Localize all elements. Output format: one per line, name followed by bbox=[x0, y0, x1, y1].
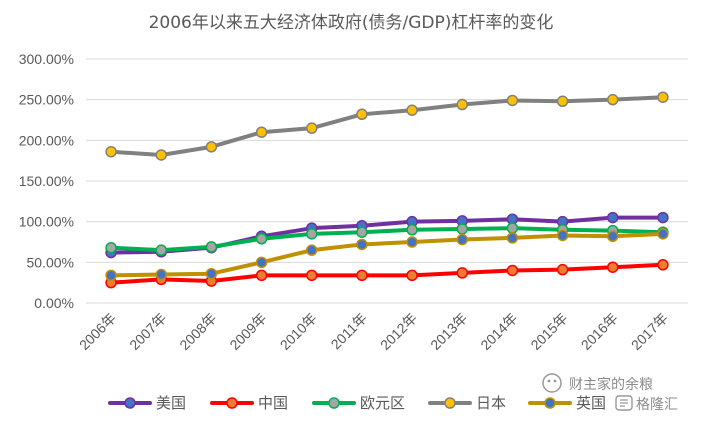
watermark-account: 财主家的余粮 bbox=[569, 376, 653, 393]
data-point bbox=[155, 244, 167, 256]
data-point bbox=[456, 98, 468, 111]
data-point bbox=[255, 126, 268, 138]
x-tick-label: 2014年 bbox=[477, 310, 520, 353]
x-tick-label: 2011年 bbox=[328, 310, 371, 353]
data-point bbox=[657, 228, 669, 240]
data-point bbox=[205, 267, 218, 280]
series-layer bbox=[105, 91, 669, 289]
legend-label: 美国 bbox=[156, 394, 186, 412]
y-tick-label: 100.00% bbox=[19, 214, 74, 230]
data-point bbox=[406, 269, 418, 282]
data-point bbox=[506, 222, 519, 234]
legend-item: 英国 bbox=[528, 394, 606, 412]
data-point bbox=[205, 141, 218, 153]
data-point bbox=[356, 269, 368, 282]
data-point bbox=[306, 122, 318, 134]
y-tick-label: 250.00% bbox=[19, 92, 74, 108]
data-point bbox=[306, 244, 318, 256]
data-point bbox=[657, 259, 669, 271]
gelonghui-logo-icon bbox=[615, 395, 633, 411]
x-tick-label: 2015年 bbox=[527, 310, 570, 353]
x-tick-label: 2007年 bbox=[126, 310, 169, 353]
data-point bbox=[205, 241, 218, 253]
data-point bbox=[406, 236, 418, 248]
legend-item: 中国 bbox=[210, 394, 288, 412]
legend-label: 中国 bbox=[258, 394, 288, 412]
watermark: 财主家的余粮 格隆汇 bbox=[542, 373, 678, 413]
series-line bbox=[109, 231, 665, 278]
legend-swatch-marker bbox=[544, 397, 556, 409]
data-point bbox=[657, 91, 669, 103]
legend-swatch-marker bbox=[328, 397, 340, 409]
data-point bbox=[406, 104, 418, 116]
data-point bbox=[255, 269, 268, 282]
chart-title: 2006年以来五大经济体政府(债务/GDP)杠杆率的变化 bbox=[149, 13, 554, 33]
series-line bbox=[109, 95, 665, 157]
data-point bbox=[506, 94, 519, 107]
data-point bbox=[306, 228, 318, 240]
y-tick-label: 300.00% bbox=[19, 51, 74, 67]
data-point bbox=[607, 261, 619, 273]
x-tick-label: 2010年 bbox=[277, 310, 320, 353]
data-point bbox=[607, 93, 619, 106]
grid-lines bbox=[86, 58, 688, 304]
data-point bbox=[506, 232, 519, 244]
series-line bbox=[109, 226, 665, 253]
legend-item: 欧元区 bbox=[312, 394, 405, 412]
series-2 bbox=[105, 222, 669, 256]
series-line bbox=[109, 262, 665, 285]
legend-item: 日本 bbox=[428, 394, 506, 412]
data-point bbox=[356, 238, 368, 251]
data-point bbox=[456, 223, 468, 235]
legend-label: 英国 bbox=[576, 394, 606, 412]
x-tick-label: 2013年 bbox=[427, 310, 470, 353]
x-tick-label: 2008年 bbox=[176, 310, 219, 353]
series-3 bbox=[105, 91, 669, 161]
legend-item: 美国 bbox=[108, 394, 186, 412]
data-point bbox=[607, 230, 619, 243]
y-tick-label: 0.00% bbox=[34, 295, 74, 311]
data-point bbox=[155, 268, 167, 281]
data-point bbox=[657, 211, 669, 224]
data-point bbox=[255, 232, 268, 245]
data-point bbox=[306, 269, 318, 282]
legend: 美国 中国 欧元区 日本 英国 bbox=[108, 394, 606, 412]
legend-label: 日本 bbox=[476, 394, 506, 412]
series-4 bbox=[105, 228, 669, 282]
legend-swatch-marker bbox=[124, 397, 136, 409]
data-point bbox=[607, 211, 619, 224]
wechat-logo-icon bbox=[542, 373, 562, 393]
data-point bbox=[105, 241, 117, 254]
y-tick-label: 50.00% bbox=[27, 254, 74, 270]
x-tick-label: 2009年 bbox=[226, 310, 269, 353]
data-point bbox=[255, 256, 268, 269]
data-point bbox=[356, 108, 368, 121]
data-point bbox=[105, 145, 117, 158]
data-point bbox=[356, 226, 368, 238]
data-point bbox=[456, 267, 468, 279]
x-tick-label: 2006年 bbox=[76, 310, 119, 353]
data-point bbox=[556, 95, 569, 108]
x-axis: 2006年 2007年 2008年 2009年 2010年 2011年 2012年 2013年… bbox=[76, 310, 671, 353]
legend-swatch-marker bbox=[226, 397, 238, 409]
legend-label: 欧元区 bbox=[360, 394, 405, 412]
data-point bbox=[556, 229, 569, 242]
data-point bbox=[556, 263, 569, 276]
x-tick-label: 2017年 bbox=[628, 310, 671, 353]
data-point bbox=[506, 264, 519, 277]
data-point bbox=[456, 233, 468, 246]
legend-swatch-marker bbox=[444, 397, 456, 409]
y-tick-label: 200.00% bbox=[19, 132, 74, 148]
y-axis: 0.00% 50.00% 100.00% 150.00% 200.00% 250.00% 3… bbox=[19, 51, 74, 311]
data-point bbox=[155, 149, 167, 161]
y-tick-label: 150.00% bbox=[19, 173, 74, 189]
x-tick-label: 2016年 bbox=[578, 310, 621, 353]
data-point bbox=[105, 269, 117, 282]
data-point bbox=[406, 224, 418, 236]
x-tick-label: 2012年 bbox=[377, 310, 420, 353]
watermark-brand: 格隆汇 bbox=[636, 397, 678, 413]
